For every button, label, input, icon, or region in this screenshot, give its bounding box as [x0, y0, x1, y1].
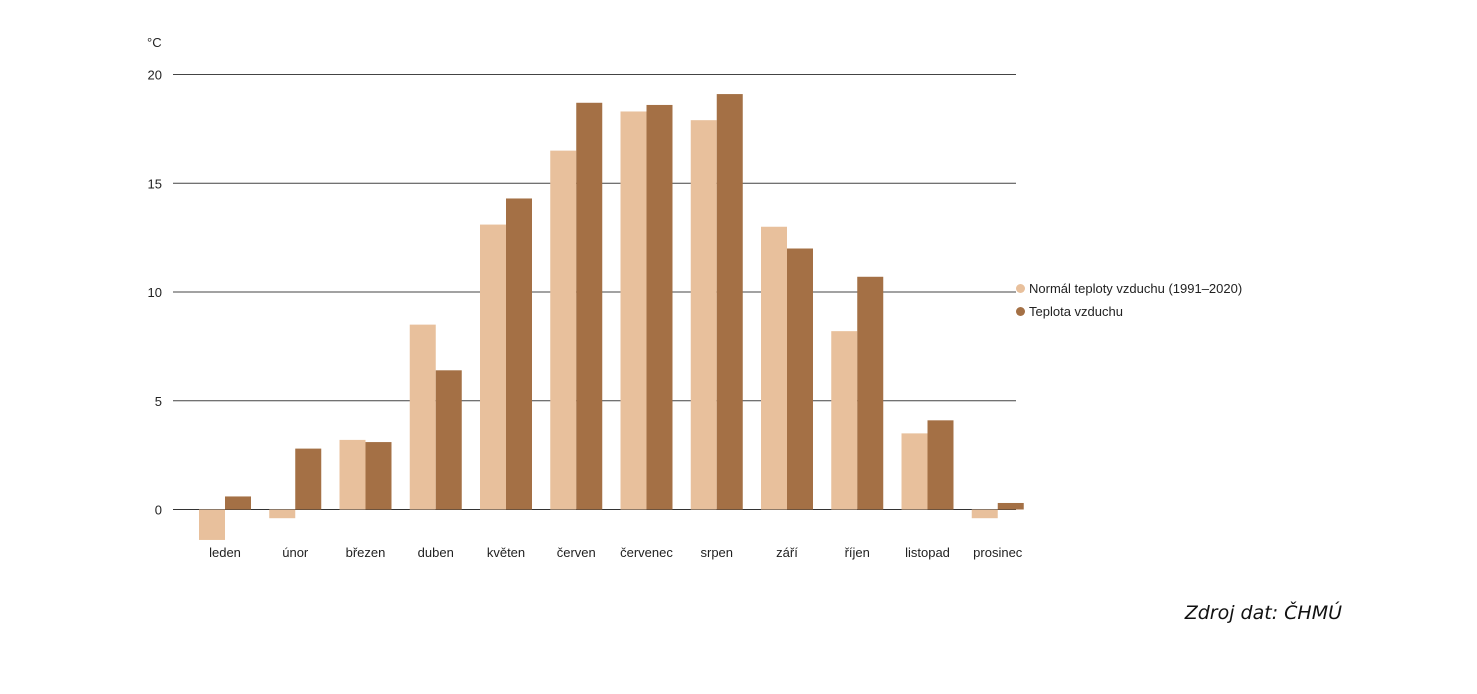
bar-actual-červen[interactable]	[576, 102, 603, 510]
bar-normal-březen[interactable]	[339, 439, 366, 510]
bar-normal-únor[interactable]	[269, 509, 296, 519]
x-tick-label: říjen	[845, 545, 870, 560]
bar-actual-červenec[interactable]	[646, 104, 673, 510]
bar-normal-leden[interactable]	[199, 509, 225, 540]
y-tick-label: 20	[148, 68, 162, 83]
legend-label-actual: Teplota vzduchu	[1029, 304, 1123, 319]
legend-item-normal[interactable]: Normál teploty vzduchu (1991–2020)	[1016, 277, 1242, 300]
y-tick-label: 0	[155, 503, 162, 518]
bar-normal-říjen[interactable]	[831, 331, 858, 510]
y-axis-unit-label: °C	[147, 35, 162, 50]
legend-swatch-normal	[1016, 284, 1025, 293]
bar-normal-červen[interactable]	[550, 150, 577, 510]
bars	[199, 94, 1024, 540]
bar-actual-září[interactable]	[787, 248, 813, 510]
x-tick-label: březen	[346, 545, 386, 560]
x-tick-label: červenec	[620, 545, 673, 560]
bar-normal-duben[interactable]	[409, 324, 436, 510]
x-tick-label: květen	[487, 545, 525, 560]
bar-actual-březen[interactable]	[365, 442, 392, 510]
legend: Normál teploty vzduchu (1991–2020) Teplo…	[1016, 277, 1242, 323]
bar-normal-prosinec[interactable]	[971, 509, 998, 519]
y-tick-label: 5	[155, 394, 162, 409]
bar-actual-květen[interactable]	[506, 198, 532, 510]
x-tick-label: listopad	[905, 545, 950, 560]
bar-normal-září[interactable]	[761, 226, 787, 510]
legend-swatch-actual	[1016, 307, 1025, 316]
bar-actual-prosinec[interactable]	[997, 502, 1024, 510]
legend-label-normal: Normál teploty vzduchu (1991–2020)	[1029, 281, 1243, 296]
y-tick-label: 10	[148, 285, 162, 300]
bar-actual-srpen[interactable]	[716, 94, 743, 510]
legend-item-actual[interactable]: Teplota vzduchu	[1016, 300, 1242, 323]
x-tick-label: prosinec	[973, 545, 1023, 560]
bar-actual-říjen[interactable]	[857, 276, 884, 510]
bar-normal-červenec[interactable]	[620, 111, 647, 510]
bar-actual-duben[interactable]	[435, 370, 462, 510]
y-axis-ticks: 0 5 10 15 20	[148, 68, 162, 518]
data-source-note: Zdroj dat: ČHMÚ	[1184, 602, 1342, 624]
bar-actual-únor[interactable]	[295, 448, 322, 510]
x-tick-label: leden	[209, 545, 241, 560]
y-tick-label: 15	[148, 176, 162, 191]
bar-actual-listopad[interactable]	[927, 420, 954, 510]
x-tick-label: červen	[557, 545, 596, 560]
x-tick-label: srpen	[700, 545, 733, 560]
x-tick-label: duben	[418, 545, 454, 560]
bar-normal-listopad[interactable]	[901, 433, 928, 510]
bar-normal-srpen[interactable]	[690, 120, 717, 510]
x-tick-label: září	[776, 545, 798, 560]
bar-normal-květen[interactable]	[480, 224, 506, 510]
x-tick-label: únor	[282, 545, 309, 560]
bar-actual-leden[interactable]	[225, 496, 251, 510]
x-axis-ticks: leden únor březen duben květen červen červenec…	[209, 545, 1023, 560]
